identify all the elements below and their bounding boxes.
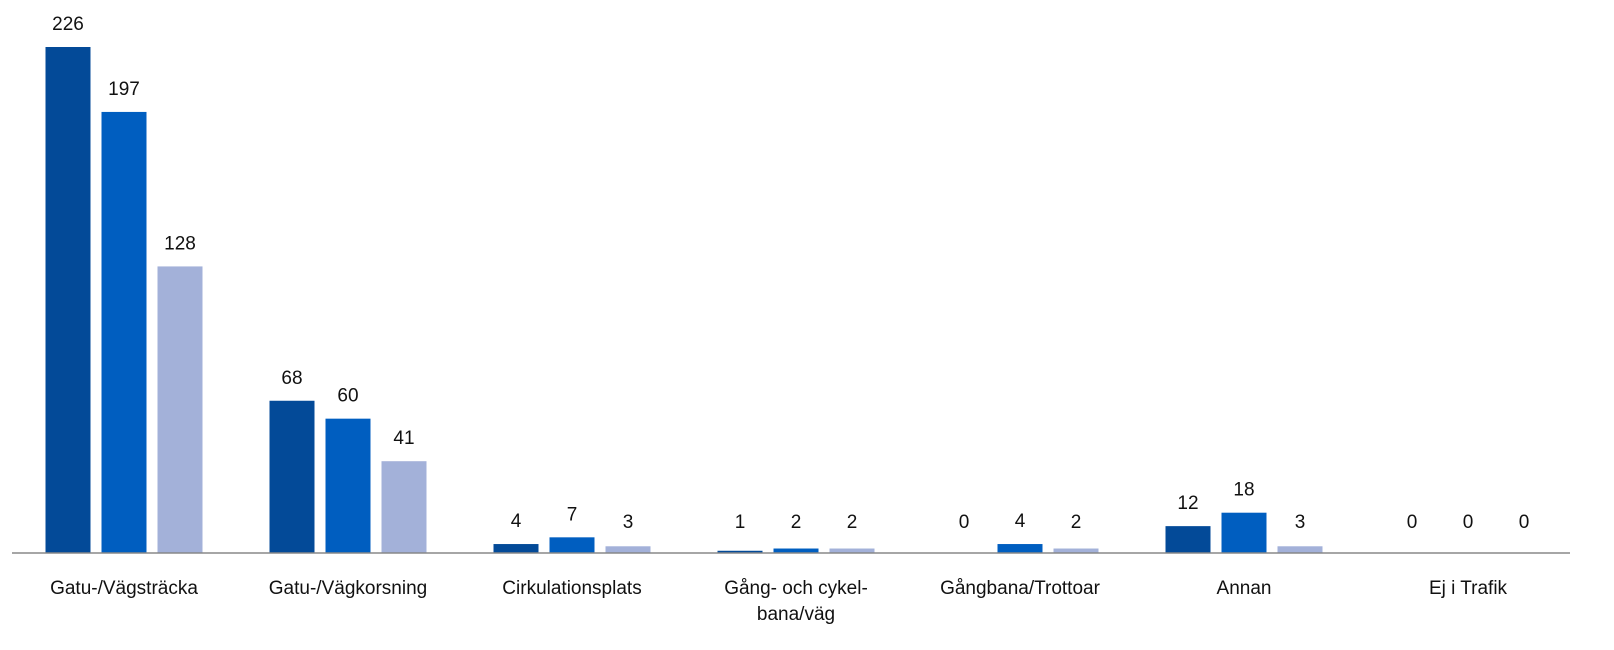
bar: [381, 461, 427, 553]
value-label: 7: [567, 504, 578, 525]
value-label: 0: [1407, 512, 1418, 533]
x-tick-label: Gatu-/Vägkorsning: [268, 578, 428, 599]
value-label: 226: [52, 14, 84, 35]
bar: [269, 400, 315, 553]
value-label: 2: [1071, 512, 1082, 533]
bar: [101, 111, 147, 554]
value-label: 18: [1233, 480, 1254, 501]
value-label: 4: [511, 511, 522, 532]
bar: [325, 418, 371, 553]
value-label: 3: [623, 512, 634, 533]
value-label: 2: [791, 512, 802, 533]
value-label: 4: [1015, 511, 1026, 532]
bar: [1165, 526, 1211, 553]
x-tick-label: Gångbana/Trottoar: [940, 578, 1100, 599]
bar: [549, 537, 595, 553]
value-label: 3: [1295, 512, 1306, 533]
value-label: 68: [281, 368, 302, 389]
value-label: 0: [1463, 512, 1474, 533]
x-tick-label: Gång- och cykel- bana/väg: [724, 578, 868, 625]
bar: [45, 47, 91, 553]
value-label: 60: [337, 386, 358, 407]
x-tick-label: Ej i Trafik: [1428, 578, 1508, 599]
value-label: 128: [164, 233, 196, 254]
bar: [997, 544, 1043, 553]
x-tick-label: Annan: [1216, 578, 1272, 599]
value-label: 1: [735, 512, 746, 533]
value-label: 197: [108, 79, 140, 100]
bar: [157, 266, 203, 553]
bar: [1053, 548, 1099, 553]
bar: [493, 544, 539, 553]
value-label: 0: [1519, 512, 1530, 533]
bar: [605, 546, 651, 553]
value-label: 2: [847, 512, 858, 533]
bar: [1221, 512, 1267, 553]
value-label: 12: [1177, 493, 1198, 514]
value-label: 0: [959, 512, 970, 533]
x-tick-label: Cirkulationsplats: [502, 578, 642, 599]
bar: [1277, 546, 1323, 553]
bar: [773, 548, 819, 553]
x-tick-label: Gatu-/Vägsträcka: [50, 578, 198, 599]
bar: [717, 550, 763, 553]
value-label: 41: [393, 428, 414, 449]
bar: [829, 548, 875, 553]
